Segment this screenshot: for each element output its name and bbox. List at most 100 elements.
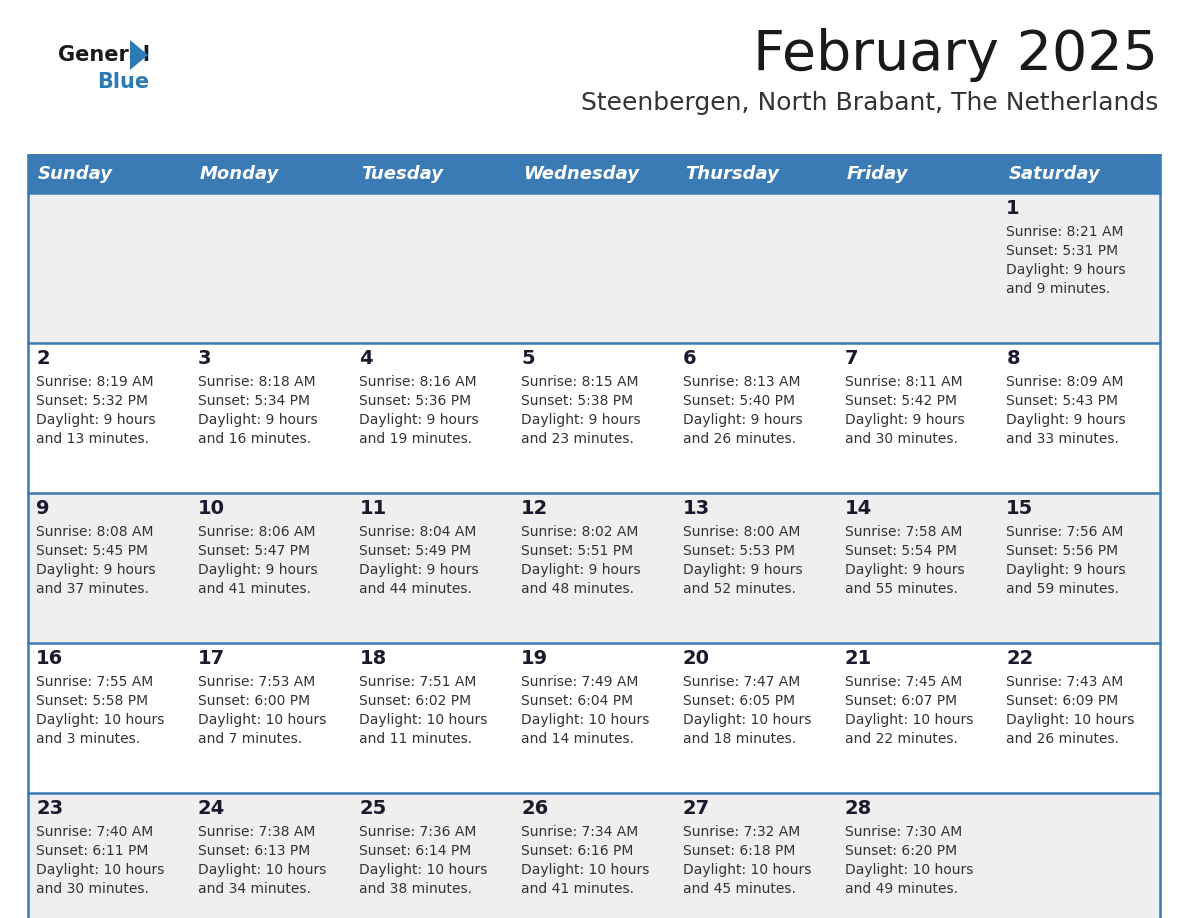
Text: and 59 minutes.: and 59 minutes. — [1006, 582, 1119, 596]
Text: and 38 minutes.: and 38 minutes. — [360, 882, 473, 896]
Text: Daylight: 10 hours: Daylight: 10 hours — [36, 863, 164, 877]
Text: Sunrise: 8:08 AM: Sunrise: 8:08 AM — [36, 525, 153, 539]
Text: Friday: Friday — [847, 165, 908, 183]
Text: Daylight: 10 hours: Daylight: 10 hours — [36, 713, 164, 727]
Text: Daylight: 9 hours: Daylight: 9 hours — [683, 563, 802, 577]
Text: and 22 minutes.: and 22 minutes. — [845, 732, 958, 746]
Text: Sunset: 5:43 PM: Sunset: 5:43 PM — [1006, 394, 1118, 408]
Text: and 30 minutes.: and 30 minutes. — [845, 432, 958, 446]
Text: Tuesday: Tuesday — [361, 165, 443, 183]
Text: and 34 minutes.: and 34 minutes. — [197, 882, 310, 896]
Text: Sunrise: 8:00 AM: Sunrise: 8:00 AM — [683, 525, 801, 539]
Text: Sunrise: 7:45 AM: Sunrise: 7:45 AM — [845, 675, 962, 689]
Text: 3: 3 — [197, 350, 211, 368]
Text: and 52 minutes.: and 52 minutes. — [683, 582, 796, 596]
Text: Sunset: 6:14 PM: Sunset: 6:14 PM — [360, 844, 472, 858]
Text: Sunset: 6:05 PM: Sunset: 6:05 PM — [683, 694, 795, 708]
Text: Daylight: 10 hours: Daylight: 10 hours — [522, 713, 650, 727]
Text: Sunset: 5:49 PM: Sunset: 5:49 PM — [360, 544, 472, 558]
Text: Sunset: 5:54 PM: Sunset: 5:54 PM — [845, 544, 956, 558]
Text: 10: 10 — [197, 499, 225, 519]
Bar — [29, 155, 1159, 918]
Text: Sunset: 6:11 PM: Sunset: 6:11 PM — [36, 844, 148, 858]
Text: Steenbergen, North Brabant, The Netherlands: Steenbergen, North Brabant, The Netherla… — [581, 91, 1158, 115]
Text: Daylight: 9 hours: Daylight: 9 hours — [1006, 563, 1126, 577]
Bar — [29, 643, 1159, 793]
Text: Daylight: 10 hours: Daylight: 10 hours — [683, 863, 811, 877]
Text: Sunset: 5:36 PM: Sunset: 5:36 PM — [360, 394, 472, 408]
Bar — [29, 493, 1159, 643]
Text: Daylight: 10 hours: Daylight: 10 hours — [360, 713, 488, 727]
Text: 22: 22 — [1006, 650, 1034, 668]
Text: Sunrise: 8:19 AM: Sunrise: 8:19 AM — [36, 375, 153, 389]
Text: Sunset: 6:04 PM: Sunset: 6:04 PM — [522, 694, 633, 708]
Text: 18: 18 — [360, 650, 386, 668]
Text: Sunset: 6:00 PM: Sunset: 6:00 PM — [197, 694, 310, 708]
Text: Sunset: 6:02 PM: Sunset: 6:02 PM — [360, 694, 472, 708]
Text: 16: 16 — [36, 650, 63, 668]
Text: and 41 minutes.: and 41 minutes. — [522, 882, 634, 896]
Text: Sunset: 6:18 PM: Sunset: 6:18 PM — [683, 844, 795, 858]
Text: Sunrise: 7:38 AM: Sunrise: 7:38 AM — [197, 825, 315, 839]
Text: Sunset: 5:53 PM: Sunset: 5:53 PM — [683, 544, 795, 558]
Text: 26: 26 — [522, 800, 549, 819]
Text: 2: 2 — [36, 350, 50, 368]
Text: and 23 minutes.: and 23 minutes. — [522, 432, 634, 446]
Text: and 11 minutes.: and 11 minutes. — [360, 732, 473, 746]
Text: Sunrise: 8:09 AM: Sunrise: 8:09 AM — [1006, 375, 1124, 389]
Text: and 3 minutes.: and 3 minutes. — [36, 732, 140, 746]
Text: Sunrise: 8:02 AM: Sunrise: 8:02 AM — [522, 525, 638, 539]
Text: and 14 minutes.: and 14 minutes. — [522, 732, 634, 746]
Text: and 48 minutes.: and 48 minutes. — [522, 582, 634, 596]
Text: Daylight: 9 hours: Daylight: 9 hours — [522, 413, 640, 427]
Text: Sunrise: 8:16 AM: Sunrise: 8:16 AM — [360, 375, 478, 389]
Text: Daylight: 9 hours: Daylight: 9 hours — [360, 563, 479, 577]
Text: Wednesday: Wednesday — [523, 165, 639, 183]
Text: Sunrise: 8:11 AM: Sunrise: 8:11 AM — [845, 375, 962, 389]
Text: Sunrise: 8:04 AM: Sunrise: 8:04 AM — [360, 525, 476, 539]
Text: Sunset: 5:47 PM: Sunset: 5:47 PM — [197, 544, 310, 558]
Text: and 26 minutes.: and 26 minutes. — [1006, 732, 1119, 746]
Text: and 26 minutes.: and 26 minutes. — [683, 432, 796, 446]
Text: 17: 17 — [197, 650, 225, 668]
Text: and 49 minutes.: and 49 minutes. — [845, 882, 958, 896]
Text: and 44 minutes.: and 44 minutes. — [360, 582, 473, 596]
Text: and 18 minutes.: and 18 minutes. — [683, 732, 796, 746]
Text: and 9 minutes.: and 9 minutes. — [1006, 282, 1111, 296]
Text: General: General — [58, 45, 150, 65]
Text: and 16 minutes.: and 16 minutes. — [197, 432, 311, 446]
Text: and 45 minutes.: and 45 minutes. — [683, 882, 796, 896]
Text: Sunrise: 7:53 AM: Sunrise: 7:53 AM — [197, 675, 315, 689]
Text: Daylight: 10 hours: Daylight: 10 hours — [197, 713, 326, 727]
Text: Sunset: 5:58 PM: Sunset: 5:58 PM — [36, 694, 148, 708]
Text: Sunset: 5:40 PM: Sunset: 5:40 PM — [683, 394, 795, 408]
Text: Sunrise: 7:36 AM: Sunrise: 7:36 AM — [360, 825, 476, 839]
Text: Sunrise: 8:15 AM: Sunrise: 8:15 AM — [522, 375, 639, 389]
Text: 15: 15 — [1006, 499, 1034, 519]
Text: 19: 19 — [522, 650, 549, 668]
Text: Daylight: 10 hours: Daylight: 10 hours — [197, 863, 326, 877]
Text: 4: 4 — [360, 350, 373, 368]
Text: 28: 28 — [845, 800, 872, 819]
Text: Daylight: 9 hours: Daylight: 9 hours — [36, 413, 156, 427]
Text: Blue: Blue — [97, 72, 150, 92]
Text: Sunset: 6:20 PM: Sunset: 6:20 PM — [845, 844, 956, 858]
Text: Sunrise: 8:13 AM: Sunrise: 8:13 AM — [683, 375, 801, 389]
Text: 12: 12 — [522, 499, 549, 519]
Text: 9: 9 — [36, 499, 50, 519]
Text: Sunrise: 7:56 AM: Sunrise: 7:56 AM — [1006, 525, 1124, 539]
Text: Daylight: 10 hours: Daylight: 10 hours — [360, 863, 488, 877]
Text: Sunset: 6:09 PM: Sunset: 6:09 PM — [1006, 694, 1119, 708]
Text: Daylight: 9 hours: Daylight: 9 hours — [197, 413, 317, 427]
Text: Sunrise: 7:55 AM: Sunrise: 7:55 AM — [36, 675, 153, 689]
Text: 13: 13 — [683, 499, 710, 519]
Text: Daylight: 9 hours: Daylight: 9 hours — [1006, 413, 1126, 427]
Text: Sunrise: 8:18 AM: Sunrise: 8:18 AM — [197, 375, 315, 389]
Text: Saturday: Saturday — [1009, 165, 1100, 183]
Text: Sunrise: 7:30 AM: Sunrise: 7:30 AM — [845, 825, 962, 839]
Text: Daylight: 10 hours: Daylight: 10 hours — [1006, 713, 1135, 727]
Text: 5: 5 — [522, 350, 535, 368]
Text: Daylight: 9 hours: Daylight: 9 hours — [1006, 263, 1126, 277]
Text: Sunrise: 7:58 AM: Sunrise: 7:58 AM — [845, 525, 962, 539]
Text: Monday: Monday — [200, 165, 279, 183]
